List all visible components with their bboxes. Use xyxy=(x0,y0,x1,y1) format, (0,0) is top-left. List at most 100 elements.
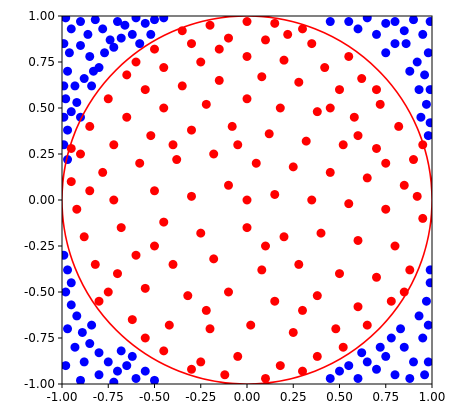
scatter-point xyxy=(390,39,400,49)
scatter-point xyxy=(412,57,422,67)
scatter-point xyxy=(316,228,326,238)
scatter-point xyxy=(146,29,156,39)
scatter-point xyxy=(298,366,307,376)
scatter-point xyxy=(264,129,274,139)
scatter-point xyxy=(146,131,156,141)
scatter-point xyxy=(420,370,430,380)
scatter-point xyxy=(414,85,424,95)
scatter-point xyxy=(116,223,126,233)
scatter-point xyxy=(62,112,69,122)
x-tick-label: 0.75 xyxy=(372,390,399,404)
scatter-point xyxy=(224,180,233,190)
scatter-point xyxy=(386,296,396,306)
scatter-point xyxy=(164,320,174,330)
scatter-point xyxy=(85,339,95,349)
scatter-point xyxy=(353,235,363,245)
scatter-point xyxy=(409,16,418,25)
scatter-point xyxy=(187,364,196,374)
scatter-point xyxy=(325,373,335,383)
scatter-point xyxy=(205,324,215,334)
scatter-point xyxy=(98,167,108,177)
x-tick-label: 0.25 xyxy=(280,390,307,404)
scatter-point xyxy=(159,346,169,356)
scatter-point xyxy=(63,125,73,135)
scatter-point xyxy=(214,44,224,54)
scatter-point xyxy=(344,17,354,27)
scatter-point xyxy=(390,370,400,380)
scatter-point xyxy=(131,57,141,67)
scatter-point xyxy=(288,327,298,337)
scatter-point xyxy=(77,327,87,337)
scatter-point xyxy=(425,265,432,275)
scatter-point xyxy=(344,361,354,371)
scatter-point xyxy=(381,48,391,58)
scatter-point xyxy=(386,333,396,343)
scatter-point xyxy=(72,204,82,214)
scatter-point xyxy=(120,20,130,30)
scatter-point xyxy=(76,149,85,159)
scatter-point xyxy=(62,81,69,91)
scatter-point xyxy=(63,324,73,334)
scatter-point xyxy=(224,287,233,297)
y-tick-label: -1.00 xyxy=(24,377,55,391)
scatter-point xyxy=(87,320,97,330)
scatter-point xyxy=(418,333,428,343)
y-tick-label: 0.25 xyxy=(28,147,55,161)
scatter-point xyxy=(399,342,409,352)
scatter-point xyxy=(331,324,341,334)
scatter-point xyxy=(409,155,418,165)
scatter-point xyxy=(325,17,335,27)
scatter-point xyxy=(196,357,206,367)
scatter-point xyxy=(381,158,391,168)
x-tick-label: -0.75 xyxy=(93,390,124,404)
scatter-point xyxy=(312,351,322,361)
scatter-point xyxy=(131,16,141,23)
scatter-point xyxy=(109,195,119,205)
scatter-point xyxy=(335,269,344,279)
scatter-point xyxy=(405,373,415,383)
scatter-point xyxy=(72,97,82,107)
scatter-point xyxy=(353,24,363,34)
scatter-point xyxy=(275,361,285,371)
scatter-point xyxy=(62,39,69,49)
scatter-point xyxy=(312,291,322,301)
scatter-point xyxy=(66,107,76,117)
scatter-point xyxy=(381,351,391,361)
scatter-point xyxy=(209,254,219,264)
scatter-point xyxy=(79,357,89,367)
scatter-point xyxy=(105,35,115,45)
scatter-point xyxy=(168,259,178,269)
scatter-point xyxy=(362,173,372,183)
scatter-point xyxy=(113,17,122,27)
scatter-point xyxy=(298,24,307,34)
scatter-point xyxy=(87,81,97,91)
scatter-point xyxy=(372,29,381,39)
scatter-point xyxy=(62,16,71,23)
scatter-point xyxy=(214,75,224,85)
scatter-point xyxy=(196,57,206,67)
scatter-point xyxy=(127,351,137,361)
scatter-point xyxy=(423,357,432,367)
scatter-point xyxy=(79,232,89,242)
scatter-point xyxy=(412,191,422,201)
scatter-point xyxy=(242,195,252,205)
scatter-point xyxy=(135,39,145,49)
x-tick-label: 1.00 xyxy=(419,390,446,404)
scatter-point xyxy=(150,241,159,251)
scatter-point xyxy=(423,48,432,58)
scatter-point xyxy=(66,24,76,34)
scatter-point xyxy=(279,232,289,242)
scatter-point xyxy=(283,29,293,39)
scatter-point xyxy=(423,320,432,330)
series-layer xyxy=(62,16,432,384)
scatter-point xyxy=(66,300,76,310)
scatter-point xyxy=(338,342,348,352)
scatter-point xyxy=(312,107,322,117)
scatter-point xyxy=(224,33,233,43)
scatter-point xyxy=(90,259,100,269)
scatter-point xyxy=(372,85,381,95)
scatter-point xyxy=(131,373,141,383)
scatter-point xyxy=(372,143,381,153)
scatter-point xyxy=(187,125,196,135)
series-1 xyxy=(66,17,428,383)
